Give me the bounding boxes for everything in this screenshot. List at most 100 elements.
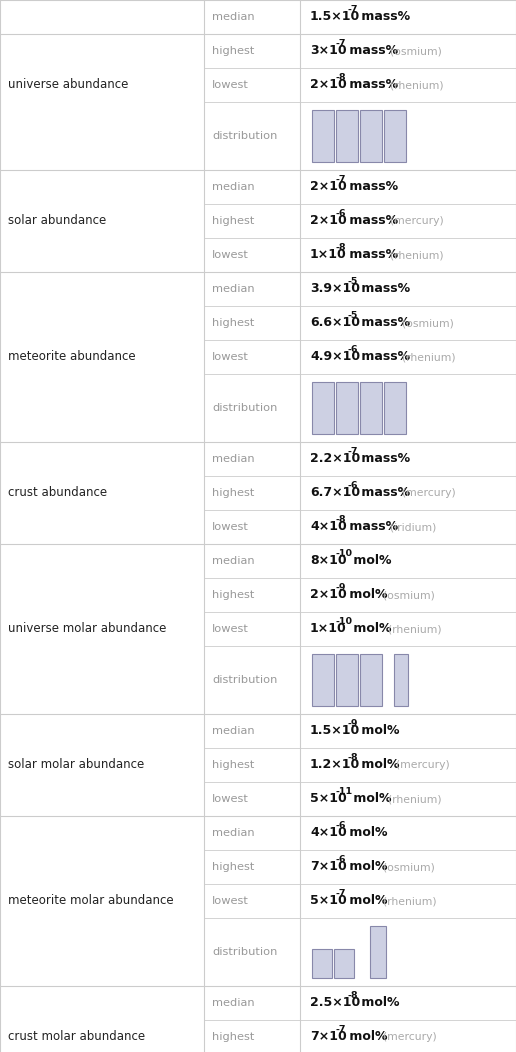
Text: (rhenium): (rhenium) — [376, 896, 437, 906]
Text: mass%: mass% — [357, 452, 410, 465]
Text: 2.2×10: 2.2×10 — [310, 452, 360, 465]
Text: highest: highest — [212, 590, 254, 600]
Bar — [336, 382, 358, 434]
Text: solar molar abundance: solar molar abundance — [8, 758, 144, 771]
Bar — [312, 382, 334, 434]
Text: (mercury): (mercury) — [389, 760, 449, 770]
Text: -7: -7 — [335, 1025, 346, 1034]
Text: mol%: mol% — [349, 623, 392, 635]
Text: crust molar abundance: crust molar abundance — [8, 1031, 145, 1044]
Text: (osmium): (osmium) — [382, 46, 441, 56]
Text: lowest: lowest — [212, 522, 249, 532]
Text: 4×10: 4×10 — [310, 521, 347, 533]
Text: (mercury): (mercury) — [395, 488, 456, 498]
Text: lowest: lowest — [212, 80, 249, 90]
Text: -6: -6 — [335, 855, 346, 864]
Text: mol%: mol% — [345, 588, 387, 602]
Text: median: median — [212, 557, 254, 566]
Text: (rhenium): (rhenium) — [381, 624, 442, 634]
Text: 4×10: 4×10 — [310, 827, 347, 839]
Text: -5: -5 — [348, 311, 358, 320]
Text: mass%: mass% — [345, 44, 398, 58]
Text: 1×10: 1×10 — [310, 623, 347, 635]
Text: 7×10: 7×10 — [310, 1031, 347, 1044]
Text: 8×10: 8×10 — [310, 554, 347, 567]
Text: (osmium): (osmium) — [376, 862, 435, 872]
Text: 6.6×10: 6.6×10 — [310, 317, 360, 329]
Text: -6: -6 — [335, 821, 346, 830]
Text: (mercury): (mercury) — [382, 216, 443, 226]
Text: highest: highest — [212, 46, 254, 56]
Bar — [334, 949, 354, 978]
Text: mass%: mass% — [357, 350, 410, 364]
Text: 7×10: 7×10 — [310, 861, 347, 873]
Bar — [384, 382, 406, 434]
Text: -9: -9 — [348, 719, 358, 728]
Text: -10: -10 — [335, 618, 352, 626]
Text: distribution: distribution — [212, 403, 278, 413]
Text: -8: -8 — [335, 243, 346, 252]
Text: 3×10: 3×10 — [310, 44, 347, 58]
Text: -10: -10 — [335, 549, 352, 558]
Bar — [312, 949, 332, 978]
Text: -7: -7 — [335, 39, 346, 48]
Text: 1.2×10: 1.2×10 — [310, 758, 360, 771]
Text: lowest: lowest — [212, 794, 249, 804]
Bar — [312, 654, 334, 706]
Text: 3.9×10: 3.9×10 — [310, 283, 360, 296]
Text: lowest: lowest — [212, 352, 249, 362]
Text: 2×10: 2×10 — [310, 79, 347, 92]
Text: lowest: lowest — [212, 250, 249, 260]
Text: meteorite molar abundance: meteorite molar abundance — [8, 894, 173, 908]
Text: (osmium): (osmium) — [376, 590, 435, 600]
Text: universe molar abundance: universe molar abundance — [8, 623, 166, 635]
Text: mol%: mol% — [349, 554, 392, 567]
Bar — [360, 654, 382, 706]
Text: mass%: mass% — [357, 283, 410, 296]
Text: solar abundance: solar abundance — [8, 215, 106, 227]
Text: -8: -8 — [348, 991, 359, 1000]
Text: mol%: mol% — [357, 725, 400, 737]
Bar — [336, 110, 358, 162]
Text: mol%: mol% — [345, 861, 387, 873]
Text: -6: -6 — [348, 345, 358, 355]
Text: mass%: mass% — [357, 317, 410, 329]
Text: median: median — [212, 998, 254, 1008]
Text: mass%: mass% — [357, 486, 410, 500]
Text: (rhenium): (rhenium) — [395, 352, 456, 362]
Text: mol%: mol% — [357, 758, 400, 771]
Bar — [360, 110, 382, 162]
Text: crust abundance: crust abundance — [8, 486, 107, 500]
Text: 5×10: 5×10 — [310, 894, 347, 908]
Bar — [384, 110, 406, 162]
Text: median: median — [212, 726, 254, 736]
Text: distribution: distribution — [212, 947, 278, 957]
Text: highest: highest — [212, 488, 254, 498]
Text: 2×10: 2×10 — [310, 215, 347, 227]
Text: (rhenium): (rhenium) — [382, 250, 443, 260]
Text: (iridium): (iridium) — [382, 522, 436, 532]
Text: 2.5×10: 2.5×10 — [310, 996, 360, 1010]
Text: (rhenium): (rhenium) — [381, 794, 442, 804]
Text: median: median — [212, 828, 254, 838]
Text: 2×10: 2×10 — [310, 181, 347, 194]
Text: 4.9×10: 4.9×10 — [310, 350, 360, 364]
Text: highest: highest — [212, 862, 254, 872]
Bar — [360, 382, 382, 434]
Text: mol%: mol% — [357, 996, 400, 1010]
Text: 2×10: 2×10 — [310, 588, 347, 602]
Text: highest: highest — [212, 760, 254, 770]
Text: (mercury): (mercury) — [376, 1032, 437, 1041]
Text: highest: highest — [212, 216, 254, 226]
Text: (rhenium): (rhenium) — [382, 80, 443, 90]
Text: (osmium): (osmium) — [395, 318, 454, 328]
Text: mass%: mass% — [345, 248, 398, 262]
Text: mol%: mol% — [349, 792, 392, 806]
Text: -8: -8 — [348, 753, 359, 762]
Text: distribution: distribution — [212, 132, 278, 141]
Text: mol%: mol% — [345, 894, 387, 908]
Bar — [336, 654, 358, 706]
Text: lowest: lowest — [212, 896, 249, 906]
Text: -7: -7 — [335, 889, 346, 898]
Text: universe abundance: universe abundance — [8, 79, 128, 92]
